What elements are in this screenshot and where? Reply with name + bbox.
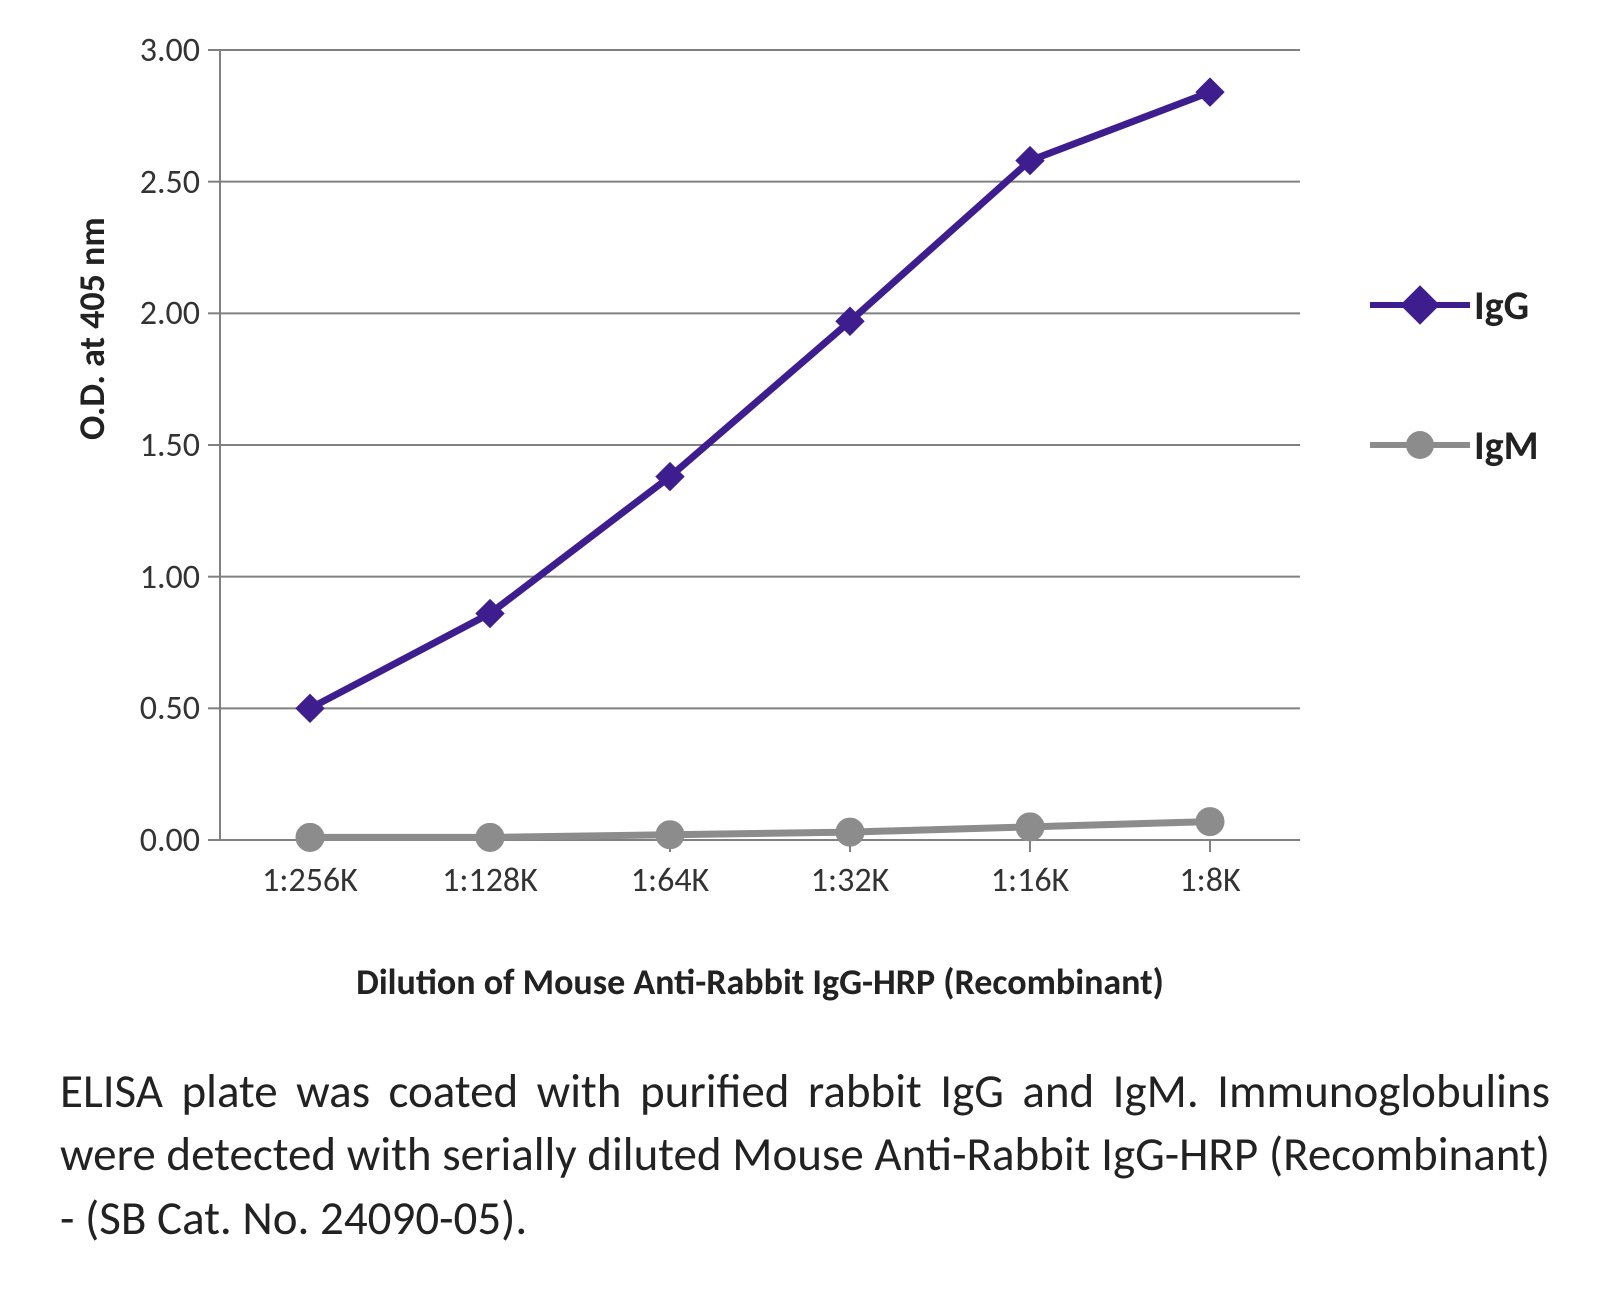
legend-line: [1370, 302, 1470, 308]
x-tick-label: 1:64K: [600, 860, 740, 901]
chart-area: O.D. at 405 nm Dilution of Mouse Anti-Ra…: [50, 20, 1558, 1020]
legend-label: IgG: [1474, 281, 1529, 330]
x-tick-label: 1:16K: [960, 860, 1100, 901]
legend-item: IgM: [1370, 420, 1608, 470]
diamond-icon: [1400, 285, 1440, 325]
y-tick-label: 3.00: [120, 30, 200, 71]
circle-icon: [1406, 431, 1434, 459]
y-tick-label: 2.50: [120, 162, 200, 203]
x-axis-label: Dilution of Mouse Anti-Rabbit IgG-HRP (R…: [220, 960, 1300, 1004]
x-tick-label: 1:256K: [240, 860, 380, 901]
y-tick-label: 0.50: [120, 688, 200, 729]
legend-line: [1370, 442, 1470, 448]
x-tick-label: 1:128K: [420, 860, 560, 901]
y-tick-label: 2.00: [120, 293, 200, 334]
x-tick-label: 1:32K: [780, 860, 920, 901]
y-tick-label: 1.00: [120, 557, 200, 598]
y-tick-label: 1.50: [120, 425, 200, 466]
x-tick-label: 1:8K: [1140, 860, 1280, 901]
caption-text: ELISA plate was coated with purified rab…: [60, 1060, 1550, 1250]
legend-item: IgG: [1370, 280, 1608, 330]
legend-label: IgM: [1474, 421, 1539, 470]
y-tick-label: 0.00: [120, 820, 200, 861]
y-axis-label: O.D. at 405 nm: [70, 217, 114, 440]
legend: IgG IgM: [1370, 280, 1608, 560]
figure-container: O.D. at 405 nm Dilution of Mouse Anti-Ra…: [0, 0, 1608, 1306]
